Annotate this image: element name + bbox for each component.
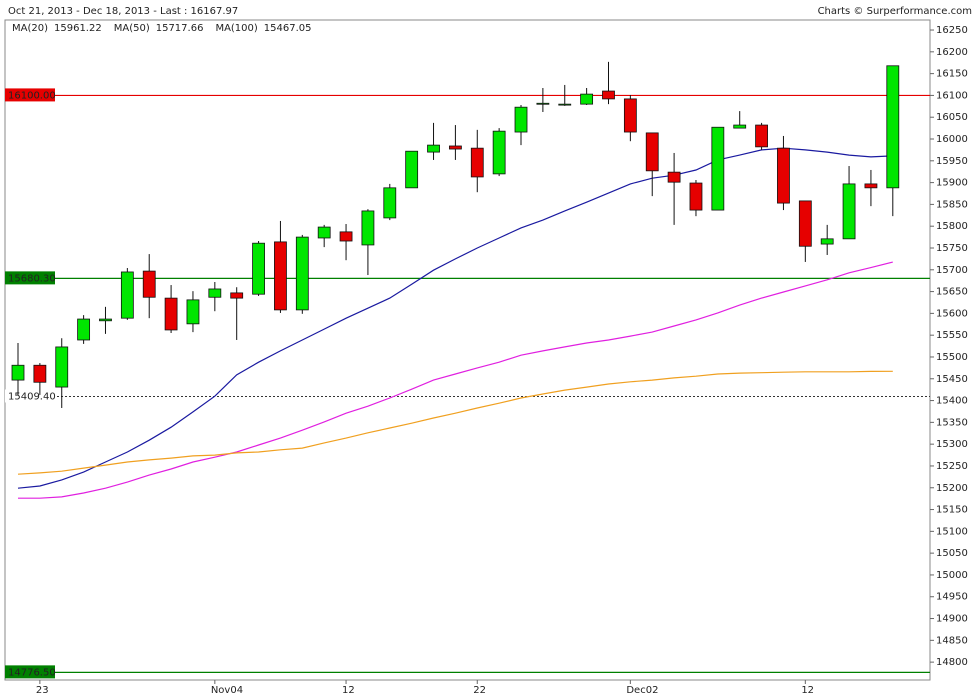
y-tick-label: 15950 <box>936 156 968 167</box>
candle-body <box>470 147 484 178</box>
candle-body <box>820 238 834 245</box>
candle-body <box>667 171 681 183</box>
y-tick-label: 16000 <box>936 134 968 145</box>
plot-frame <box>4 19 931 681</box>
candle-body <box>230 292 244 299</box>
y-tick-label: 15900 <box>936 178 968 189</box>
level-label: 16100.00 <box>8 90 56 101</box>
candle-body <box>339 231 353 242</box>
candle-body <box>186 299 200 325</box>
y-tick-label: 14950 <box>936 592 968 603</box>
candle-body <box>602 90 615 100</box>
y-tick-label: 15350 <box>936 417 968 428</box>
candle-body <box>492 130 506 175</box>
x-tick-label: 23 <box>36 685 49 696</box>
candle-body <box>55 346 69 388</box>
level-label-box <box>5 88 55 102</box>
candle-body <box>405 150 419 189</box>
legend-value: 15717.66 <box>156 23 204 34</box>
y-tick-label: 15300 <box>936 439 968 450</box>
y-tick-label: 15000 <box>936 570 968 581</box>
y-tick-label: 15250 <box>936 461 968 472</box>
y-tick-label: 15550 <box>936 330 968 341</box>
credit: Charts © Surperformance.com <box>818 6 972 17</box>
y-tick-label: 15650 <box>936 287 968 298</box>
candle-body <box>208 288 222 298</box>
y-tick-label: 16250 <box>936 25 968 36</box>
candle-body <box>864 183 878 189</box>
candle-body <box>733 124 747 129</box>
legend-value: 15961.22 <box>54 23 102 34</box>
y-tick-label: 16050 <box>936 112 968 123</box>
y-tick-label: 15450 <box>936 374 968 385</box>
y-tick-label: 15400 <box>936 396 968 407</box>
candle-body <box>798 200 812 247</box>
candle-body <box>427 144 440 153</box>
candle-body <box>536 102 550 105</box>
candle-body <box>295 236 309 311</box>
level-label: 14776.50 <box>8 667 56 678</box>
y-tick-label: 14800 <box>936 657 968 668</box>
level-label-box <box>5 665 55 679</box>
candle-body <box>755 124 768 148</box>
level-label: 15680.30 <box>8 273 56 284</box>
candle-body <box>99 318 112 322</box>
candle-body <box>842 183 856 240</box>
candle-body <box>11 364 25 381</box>
candle-body <box>623 98 637 133</box>
y-tick-label: 16200 <box>936 47 968 58</box>
y-tick-label: 15500 <box>936 352 968 363</box>
candle-body <box>711 126 725 211</box>
chart-title: Oct 21, 2013 - Dec 18, 2013 - Last : 161… <box>8 6 238 17</box>
candle-body <box>448 145 462 150</box>
candle-body <box>317 226 331 239</box>
candle-body <box>689 182 703 211</box>
legend-name: MA(50) <box>114 23 150 34</box>
y-tick-label: 15850 <box>936 199 968 210</box>
candle-body <box>886 65 900 189</box>
x-tick-label: 22 <box>473 685 486 696</box>
y-tick-label: 14850 <box>936 635 968 646</box>
y-tick-label: 16150 <box>936 69 968 80</box>
candle-body <box>77 318 91 341</box>
x-tick-label: Dec02 <box>626 685 658 696</box>
x-tick-label: 12 <box>801 685 814 696</box>
candle-body <box>142 270 156 298</box>
candle-body <box>383 187 397 219</box>
legend-name: MA(20) <box>12 23 48 34</box>
y-tick-label: 15700 <box>936 265 968 276</box>
candle-body <box>120 271 134 319</box>
candle-body <box>361 210 375 246</box>
y-tick-label: 15600 <box>936 308 968 319</box>
y-tick-label: 15750 <box>936 243 968 254</box>
candle-body <box>274 241 287 311</box>
level-label-box <box>5 271 55 285</box>
candle-body <box>33 364 47 383</box>
candle-body <box>580 93 594 105</box>
candle-body <box>164 297 178 331</box>
y-tick-label: 15800 <box>936 221 968 232</box>
y-tick-label: 15150 <box>936 505 968 516</box>
candle-body <box>252 242 265 295</box>
candle-body <box>514 106 528 133</box>
y-tick-label: 15100 <box>936 526 968 537</box>
y-tick-label: 16100 <box>936 90 968 101</box>
y-tick-label: 15050 <box>936 548 968 559</box>
candle-body <box>777 147 790 204</box>
x-tick-label: 12 <box>342 685 355 696</box>
level-label: 15409.40 <box>8 391 56 402</box>
ma-line <box>17 147 893 489</box>
x-tick-label: Nov04 <box>211 685 243 696</box>
candle-body <box>645 132 659 172</box>
candle-body <box>558 103 572 106</box>
y-tick-label: 14900 <box>936 614 968 625</box>
y-tick-label: 15200 <box>936 483 968 494</box>
legend-name: MA(100) <box>215 23 257 34</box>
ma-line <box>18 261 893 499</box>
legend-value: 15467.05 <box>264 23 312 34</box>
ma-line <box>17 370 893 475</box>
